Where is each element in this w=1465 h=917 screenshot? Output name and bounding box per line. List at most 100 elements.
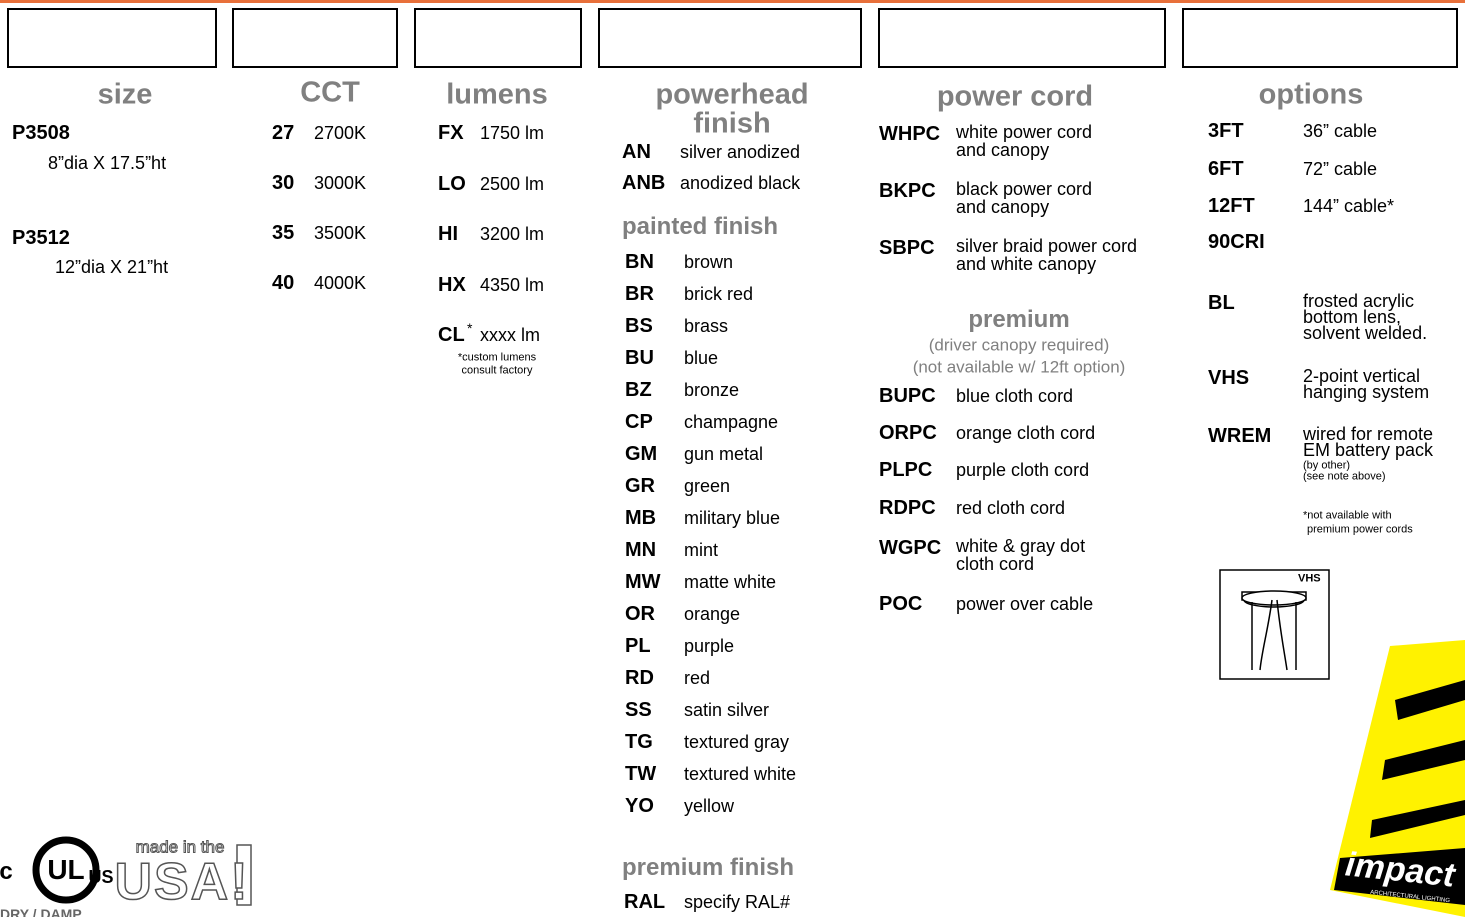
ul-us: US — [88, 867, 114, 887]
option-code: MB — [625, 507, 657, 529]
section-title: premium finish — [622, 854, 795, 881]
option-code: ORPC — [879, 422, 937, 444]
option-code: GR — [625, 475, 655, 497]
entry-box — [232, 8, 398, 68]
entry-box — [1182, 8, 1458, 68]
top-rule — [0, 0, 1465, 3]
option-code: RAL — [624, 891, 666, 913]
option-code: TW — [625, 763, 657, 785]
option-code: VHS — [1208, 367, 1250, 389]
option-code: SBPC — [879, 237, 935, 259]
option-desc: purple cloth cord — [956, 459, 1090, 480]
option-desc: champagne — [684, 412, 779, 432]
option-code: BR — [625, 283, 654, 305]
option-code: 90CRI — [1208, 231, 1265, 253]
option-desc: blue — [684, 348, 719, 368]
option-code: MW — [625, 571, 661, 593]
option-desc: power over cable — [956, 593, 1094, 614]
option-desc: xxxx lm — [480, 325, 540, 345]
column-title: finish — [693, 107, 771, 140]
option-desc: specify RAL# — [684, 892, 791, 912]
option-desc: orange — [684, 604, 741, 624]
option-desc: 144” cable* — [1303, 195, 1395, 216]
footnote: premium power cords — [1307, 523, 1413, 536]
option-code: 27 — [272, 122, 295, 144]
option-desc: gun metal — [684, 444, 764, 464]
option-code: HX — [438, 274, 466, 296]
option-desc: brass — [684, 316, 729, 336]
option-desc: cloth cord — [956, 553, 1035, 574]
vhs-diagram — [1219, 569, 1330, 680]
column-title: lumens — [446, 78, 548, 111]
ul-mark: UL — [47, 854, 85, 885]
diagram-label: VHS — [1298, 572, 1321, 585]
option-desc: white power cord — [956, 121, 1093, 142]
column-title: powerhead — [655, 78, 809, 111]
usa-logo — [236, 844, 252, 906]
option-desc: 72” cable — [1303, 158, 1378, 179]
option-code: WGPC — [879, 537, 942, 559]
option-desc: 1750 lm — [480, 123, 545, 143]
footnote: *not available with — [1303, 509, 1392, 522]
option-desc: 4000K — [314, 273, 367, 293]
option-code: BKPC — [879, 180, 936, 202]
option-code: FX — [438, 122, 464, 144]
note: (by other) — [1303, 459, 1351, 472]
option-code: BL — [1208, 292, 1235, 314]
option-code: BN — [625, 251, 654, 273]
option-desc: yellow — [684, 796, 735, 816]
option-desc: 2500 lm — [480, 174, 545, 194]
column-title: options — [1258, 78, 1364, 111]
option-desc: black power cord — [956, 178, 1093, 199]
option-desc: military blue — [684, 508, 781, 528]
option-desc: matte white — [684, 572, 777, 592]
usa-line1: made in the — [135, 837, 225, 857]
option-code: WHPC — [879, 123, 941, 145]
option-desc: 3200 lm — [480, 224, 545, 244]
option-code: CL — [438, 324, 465, 346]
option-desc: 3500K — [314, 223, 367, 243]
option-code: 6FT — [1208, 158, 1244, 180]
option-code: POC — [879, 593, 923, 615]
option-desc: silver anodized — [680, 142, 801, 162]
option-desc: textured white — [684, 764, 797, 784]
section-title: painted finish — [622, 213, 778, 240]
option-code: RDPC — [879, 497, 936, 519]
column-title: power cord — [936, 80, 1094, 113]
option-code: SS — [625, 699, 652, 721]
note: (not available w/ 12ft option) — [912, 357, 1126, 377]
option-desc: bottom lens, — [1303, 306, 1402, 327]
option-desc: purple — [684, 636, 735, 656]
option-desc: solvent welded. — [1303, 322, 1428, 343]
option-desc: bronze — [684, 380, 740, 400]
option-desc: brown — [684, 252, 734, 272]
option-code: BUPC — [879, 385, 936, 407]
usa-line2: USA! — [114, 853, 250, 911]
option-desc: mint — [684, 540, 719, 560]
option-code: RD — [625, 667, 654, 689]
option-desc: red — [684, 668, 711, 688]
option-desc: and canopy — [956, 196, 1050, 217]
option-desc: and canopy — [956, 139, 1050, 160]
option-desc: anodized black — [680, 173, 801, 193]
option-code: GM — [625, 443, 658, 465]
option-desc: EM battery pack — [1303, 439, 1434, 460]
entry-box — [878, 8, 1166, 68]
impact-logo — [1330, 640, 1465, 917]
option-code: BU — [625, 347, 654, 369]
option-code: PL — [625, 635, 651, 657]
option-code: P3512 — [12, 227, 70, 249]
option-code: 3FT — [1208, 120, 1244, 142]
option-code: YO — [625, 795, 654, 817]
option-desc: and white canopy — [956, 253, 1097, 274]
option-desc: green — [684, 476, 731, 496]
option-desc: orange cloth cord — [956, 422, 1096, 443]
ul-c: c — [0, 858, 13, 885]
option-code: OR — [625, 603, 655, 625]
option-code: ANB — [622, 172, 666, 194]
ul-rating: DRY / DAMP — [0, 906, 82, 917]
option-desc: 8”dia X 17.5”ht — [48, 153, 167, 173]
ul-logo — [32, 836, 100, 904]
option-desc: hanging system — [1303, 381, 1430, 402]
option-code: AN — [622, 141, 651, 163]
